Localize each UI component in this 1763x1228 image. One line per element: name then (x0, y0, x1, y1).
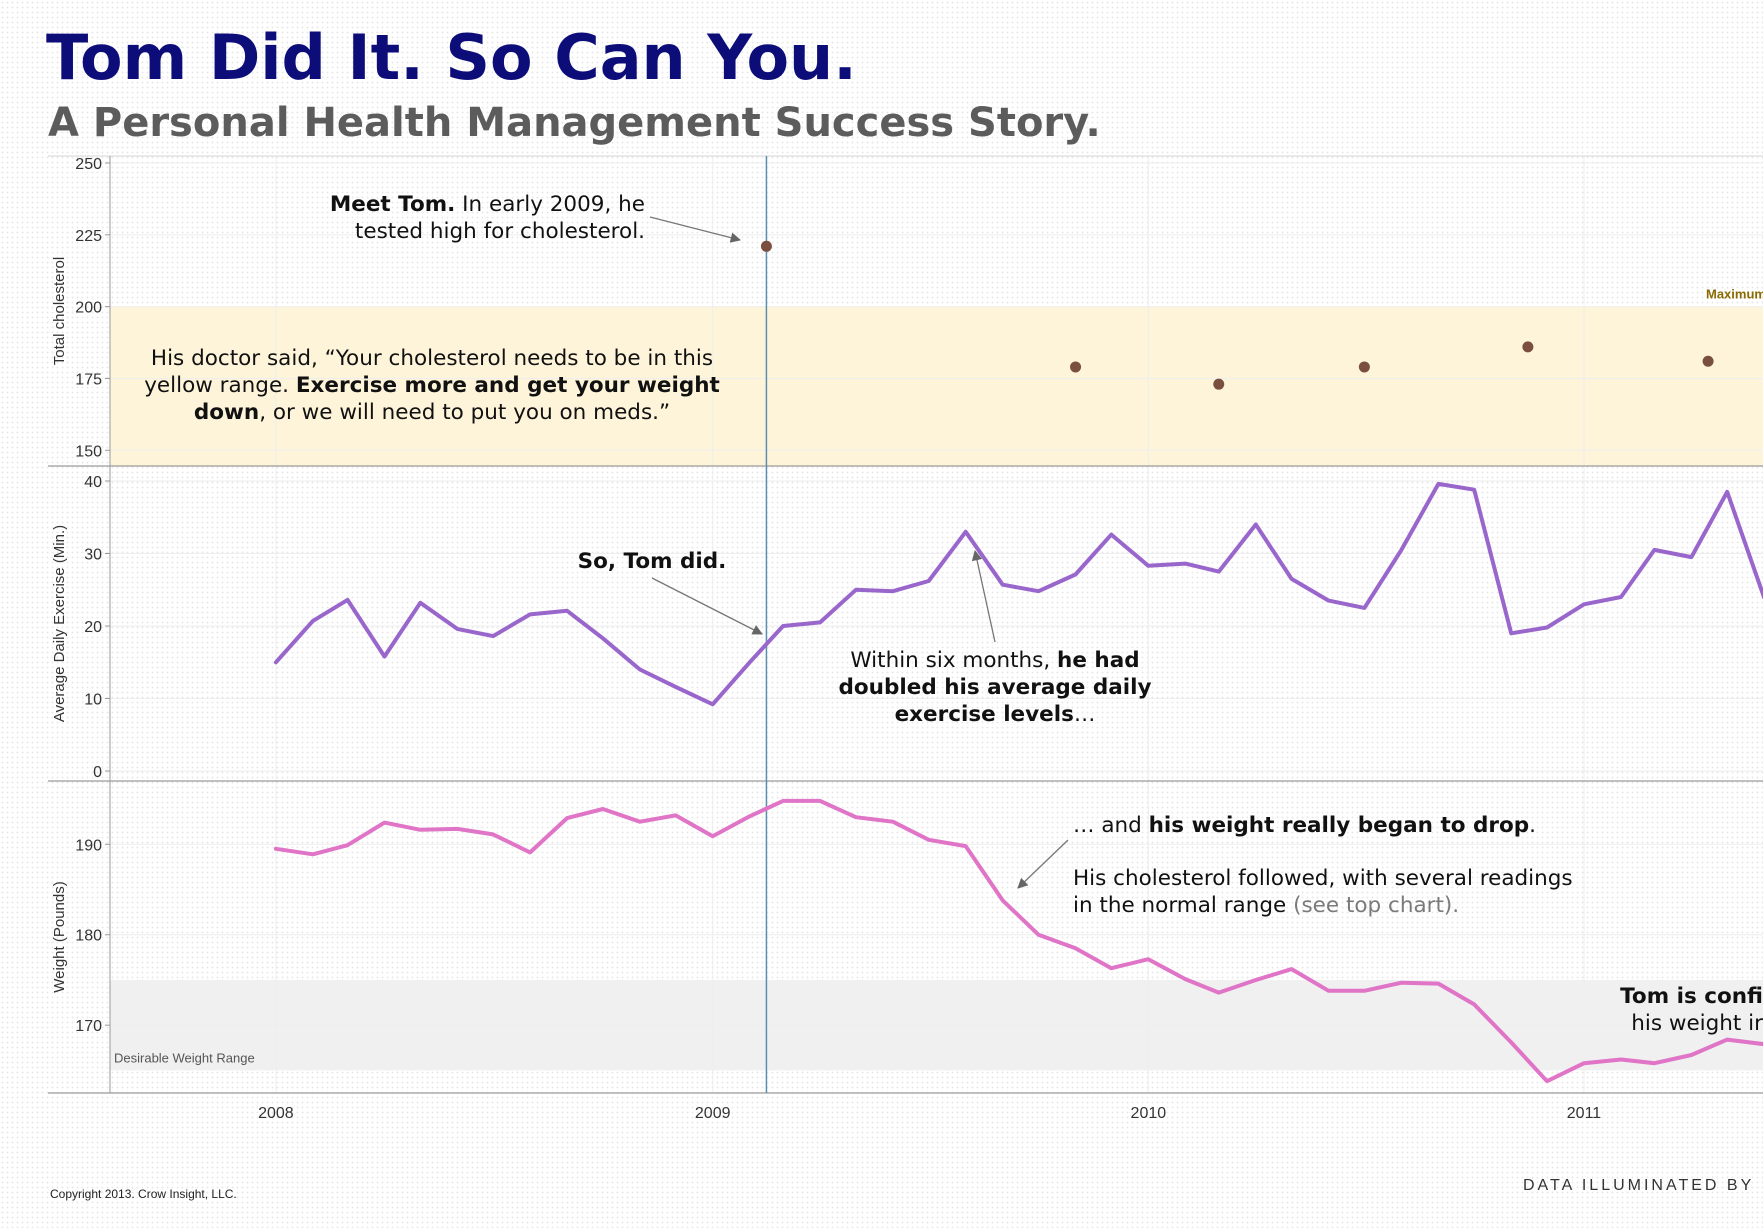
annotation-segment: His cholesterol followed, with several r… (1073, 866, 1573, 891)
annotation-segment: yellow range. (144, 373, 296, 398)
cholesterol-y-tick-label: 150 (75, 443, 102, 460)
annotation-arrow (971, 549, 996, 643)
annotation-arrow (651, 577, 763, 635)
exercise-y-tick-label: 20 (84, 619, 102, 636)
x-tick-label: 2010 (1131, 1105, 1167, 1122)
page-title: Tom Did It. So Can You. (46, 21, 857, 94)
cholesterol-target-band (110, 306, 1763, 466)
page-subtitle: A Personal Health Management Success Sto… (48, 100, 1101, 146)
annotation-doctor-said: His doctor said, “Your cholesterol needs… (144, 346, 720, 425)
annotation-segment: His doctor said, “Your cholesterol needs… (151, 346, 713, 371)
weight-y-axis-title: Weight (Pounds) (51, 881, 68, 992)
annotation-segment: his weight really began to drop (1149, 813, 1530, 838)
annotation-segment: In early 2009, he (455, 192, 645, 217)
x-tick-label: 2009 (695, 1105, 731, 1122)
annotation-segment: Meet Tom. (330, 192, 455, 217)
annotation-segment: Tom is confi (1620, 984, 1763, 1009)
cholesterol-y-tick-label: 225 (75, 228, 102, 245)
annotation-segment: Exercise more and get your weight (296, 373, 720, 398)
annotation-segment: Within six months, (850, 648, 1057, 673)
annotation-segment: tested high for cholesterol. (355, 219, 645, 244)
annotation-segment: (see top chart). (1293, 893, 1459, 918)
exercise-y-tick-label: 40 (84, 474, 102, 491)
annotation-segment: down (194, 400, 259, 425)
exercise-y-tick-label: 10 (84, 692, 102, 709)
cholesterol-y-tick-label: 250 (75, 156, 102, 173)
exercise-y-tick-label: 30 (84, 547, 102, 564)
weight-line (273, 798, 1763, 1084)
annotation-segment: his weight ir (1631, 1011, 1763, 1036)
weight-y-tick-label: 190 (75, 837, 102, 854)
annotation-segment: in the normal range (1073, 893, 1293, 918)
annotation-segment: doubled his average daily (839, 675, 1152, 700)
cholesterol-point (760, 240, 772, 252)
cholesterol-point (1522, 341, 1534, 353)
cholesterol-y-tick-label: 200 (75, 300, 102, 317)
cholesterol-point (1702, 355, 1714, 367)
chart-root: 150 175 200 225 250 Total cholesterol 0 10 20 30 4… (48, 155, 1763, 1122)
annotation-weight-drop: … and his weight really began to drop. (1073, 813, 1536, 838)
exercise-line (273, 481, 1763, 707)
cholesterol-y-axis-title: Total cholesterol (51, 257, 68, 365)
data-credit-text: DATA ILLUMINATED BY (1523, 1177, 1755, 1194)
annotation-segment: … (1074, 702, 1096, 727)
annotation-within-six-months: Within six months, he had doubled his ave… (839, 648, 1152, 727)
x-tick-label: 2011 (1567, 1105, 1602, 1122)
cholesterol-point (1358, 361, 1370, 373)
annotation-tom-confident: Tom is confi his weight ir (1620, 984, 1763, 1036)
x-tick-label: 2008 (258, 1105, 294, 1122)
cholesterol-point (1070, 361, 1082, 373)
weight-y-tick-label: 170 (75, 1018, 102, 1035)
annotation-segment: he had (1057, 648, 1140, 673)
weight-y-tick-label: 180 (75, 928, 102, 945)
annotation-arrow (1017, 839, 1069, 889)
annotation-segment: So, Tom did. (578, 549, 727, 574)
cholesterol-y-tick-label: 175 (75, 371, 102, 388)
exercise-y-axis-title: Average Daily Exercise (Min.) (51, 525, 68, 722)
annotation-segment: … and (1073, 813, 1149, 838)
annotation-cholesterol-followed: His cholesterol followed, with several r… (1073, 866, 1573, 918)
cholesterol-point (1213, 378, 1225, 390)
exercise-y-tick-label: 0 (93, 764, 102, 781)
maximum-reference-label: Maximum (1706, 287, 1763, 302)
annotation-so-tom-did: So, Tom did. (578, 549, 727, 574)
copyright-text: Copyright 2013. Crow Insight, LLC. (50, 1187, 237, 1201)
annotation-segment: . (1529, 813, 1536, 838)
desirable-weight-label: Desirable Weight Range (114, 1050, 255, 1065)
annotation-segment: exercise levels (895, 702, 1074, 727)
annotation-segment: , or we will need to put you on meds.” (259, 400, 670, 425)
annotation-meet-tom: Meet Tom. In early 2009, he tested high f… (330, 192, 645, 244)
annotation-arrow (649, 216, 742, 243)
